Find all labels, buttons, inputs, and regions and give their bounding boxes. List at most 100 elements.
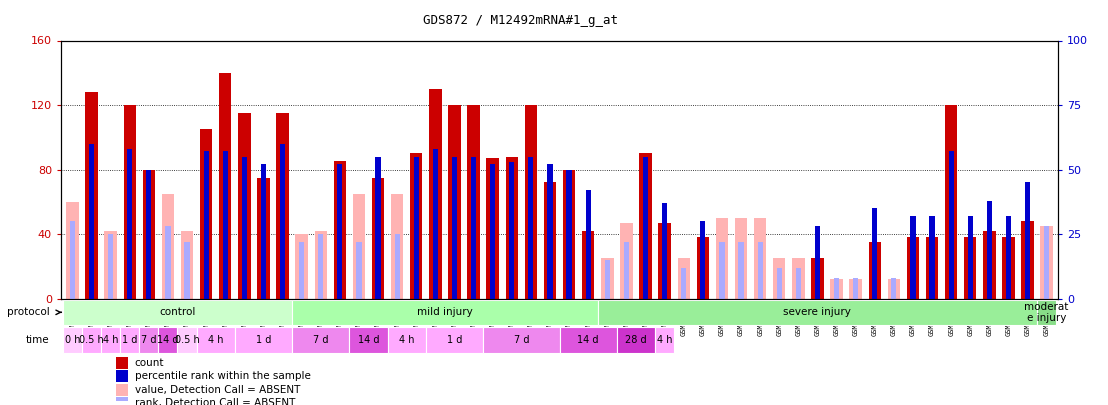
Text: 1 d: 1 d <box>256 335 271 345</box>
Bar <box>115 384 127 396</box>
Bar <box>177 327 196 352</box>
Bar <box>719 242 725 298</box>
Text: 7 d: 7 d <box>514 335 530 345</box>
Text: moderat
e injury: moderat e injury <box>1025 302 1069 323</box>
Bar <box>486 158 499 298</box>
Bar <box>547 164 553 298</box>
Bar <box>1025 182 1030 298</box>
Text: 0.5 h: 0.5 h <box>79 335 104 345</box>
Text: percentile rank within the sample: percentile rank within the sample <box>135 371 310 382</box>
Text: 0 h: 0 h <box>64 335 80 345</box>
Bar <box>104 231 116 298</box>
Bar <box>196 327 235 352</box>
Bar <box>605 260 609 298</box>
Bar <box>115 357 127 369</box>
Bar <box>123 105 136 298</box>
Bar <box>433 149 438 298</box>
Bar <box>449 105 461 298</box>
Text: time: time <box>25 335 50 345</box>
Bar <box>505 157 517 298</box>
Bar <box>758 242 762 298</box>
Bar <box>235 327 293 352</box>
Bar <box>891 278 896 298</box>
Bar <box>677 258 690 298</box>
Bar <box>563 170 575 298</box>
Bar <box>872 208 878 298</box>
Bar <box>413 157 419 298</box>
Bar <box>777 268 782 298</box>
Bar <box>529 157 533 298</box>
Bar <box>620 223 633 298</box>
Bar <box>597 300 1037 325</box>
Bar <box>869 242 881 298</box>
Bar <box>830 279 843 298</box>
Bar <box>926 237 938 298</box>
Bar <box>82 327 101 352</box>
Bar <box>120 327 140 352</box>
Bar <box>70 221 75 298</box>
Text: 4 h: 4 h <box>657 335 673 345</box>
Text: 4 h: 4 h <box>103 335 119 345</box>
Text: 7 d: 7 d <box>312 335 328 345</box>
Bar <box>468 105 480 298</box>
Bar <box>735 218 747 298</box>
Bar <box>223 151 228 298</box>
Bar <box>471 157 476 298</box>
Bar <box>483 327 560 352</box>
Bar <box>146 170 152 298</box>
Bar <box>410 153 422 298</box>
Bar <box>850 279 862 298</box>
Bar <box>181 231 193 298</box>
Bar <box>586 190 591 298</box>
Bar <box>89 144 94 298</box>
Bar <box>257 178 269 298</box>
Bar <box>1006 216 1012 298</box>
Text: 1 d: 1 d <box>447 335 462 345</box>
Bar <box>276 113 289 298</box>
Bar <box>115 371 127 382</box>
Bar <box>115 397 127 405</box>
Bar <box>906 237 920 298</box>
Bar <box>238 113 250 298</box>
Bar <box>525 105 537 298</box>
Bar <box>1044 226 1049 298</box>
Text: 14 d: 14 d <box>577 335 599 345</box>
Bar <box>624 242 629 298</box>
Bar <box>107 234 113 298</box>
Bar <box>334 162 346 298</box>
Bar <box>617 327 655 352</box>
Bar <box>964 237 976 298</box>
Bar <box>697 237 709 298</box>
Bar <box>66 202 79 298</box>
Bar <box>700 221 706 298</box>
Bar <box>158 327 177 352</box>
Text: 7 d: 7 d <box>141 335 156 345</box>
Bar <box>661 203 667 298</box>
Bar <box>566 170 572 298</box>
Bar <box>296 234 308 298</box>
Text: 4 h: 4 h <box>399 335 414 345</box>
Bar <box>143 170 155 298</box>
Text: protocol: protocol <box>7 307 50 318</box>
Bar <box>162 194 174 298</box>
Bar <box>948 151 954 298</box>
Bar <box>357 242 361 298</box>
Text: control: control <box>160 307 196 318</box>
Bar <box>204 151 208 298</box>
Bar <box>853 278 859 298</box>
Bar <box>601 258 614 298</box>
Bar <box>388 327 425 352</box>
Bar <box>299 242 305 298</box>
Bar <box>280 144 285 298</box>
Text: mild injury: mild injury <box>417 307 473 318</box>
Bar <box>349 327 388 352</box>
Bar <box>582 231 594 298</box>
Bar <box>658 223 670 298</box>
Bar <box>63 300 293 325</box>
Bar <box>911 216 915 298</box>
Bar <box>814 226 820 298</box>
Text: rank, Detection Call = ABSENT: rank, Detection Call = ABSENT <box>135 398 295 405</box>
Bar <box>544 182 556 298</box>
Bar <box>293 327 349 352</box>
Bar <box>337 164 342 298</box>
